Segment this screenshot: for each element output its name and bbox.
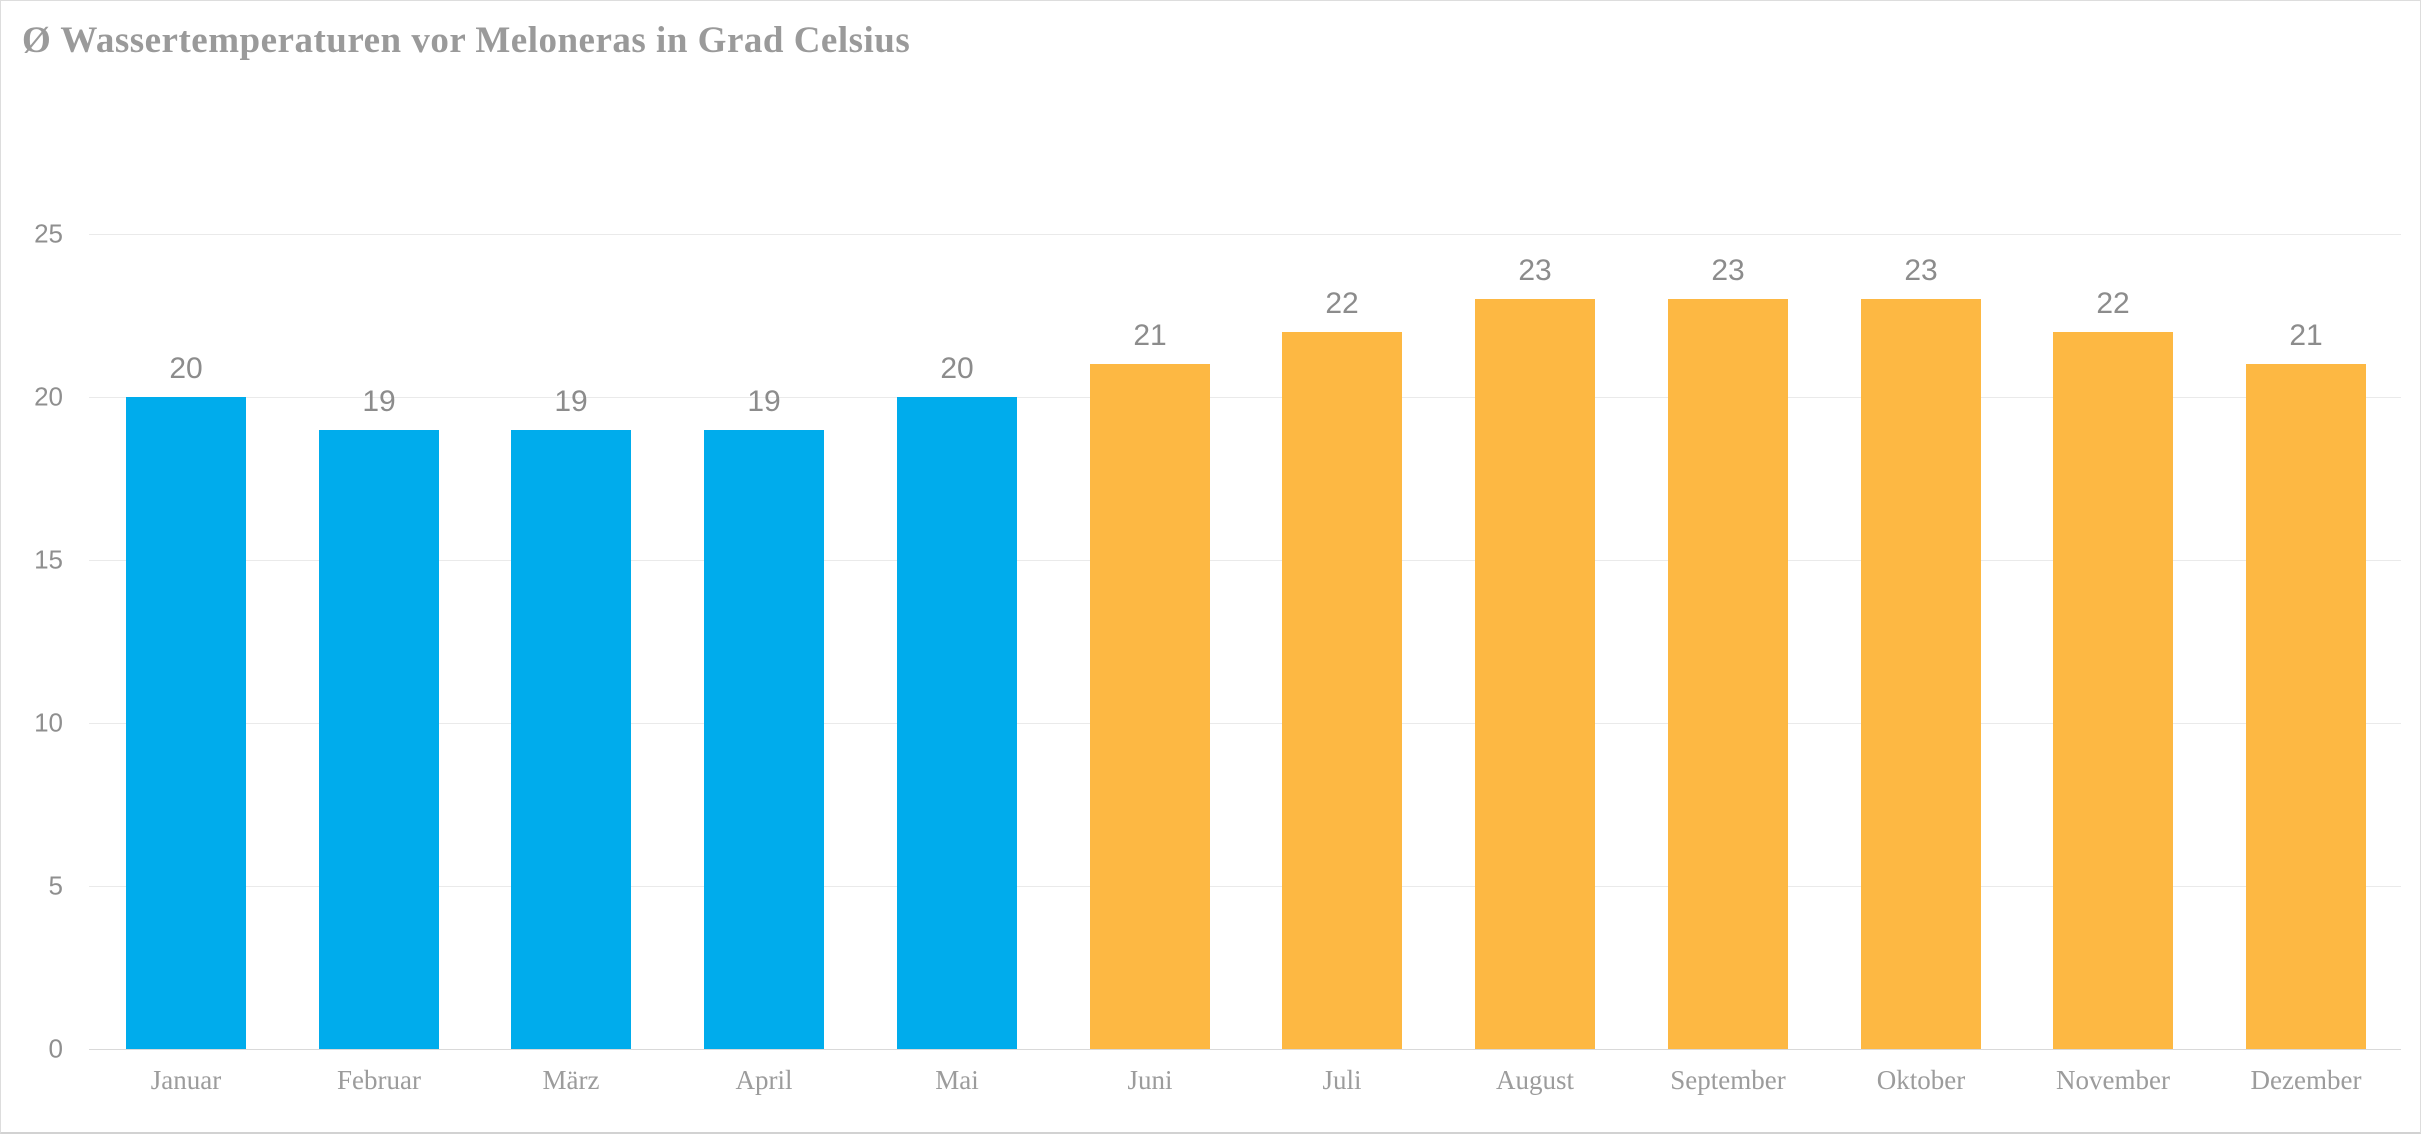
- bar-juni[interactable]: [1090, 364, 1210, 1049]
- gridline-5: [89, 886, 2401, 887]
- x-axis-label-oktober: Oktober: [1876, 1065, 1966, 1095]
- bar-value-label-oktober: 23: [1904, 254, 1938, 287]
- x-axis-label-mai: Mai: [935, 1065, 979, 1095]
- bar-value-label-juni: 21: [1133, 319, 1167, 352]
- x-axis-label-april: April: [735, 1065, 793, 1095]
- x-axis-label-dezember: Dezember: [2250, 1065, 2362, 1095]
- gridline-10: [89, 723, 2401, 724]
- bar-oktober[interactable]: [1861, 299, 1981, 1049]
- gridline-0: [89, 1049, 2401, 1050]
- y-axis-tick-label-15: 15: [34, 544, 63, 575]
- x-axis-label-februar: Februar: [337, 1065, 421, 1095]
- bar-august[interactable]: [1475, 299, 1595, 1049]
- bar-value-label-februar: 19: [362, 385, 396, 418]
- gridline-15: [89, 560, 2401, 561]
- bar-value-label-marz: 19: [554, 385, 588, 418]
- x-axis-label-august: August: [1495, 1065, 1574, 1095]
- y-axis-tick-label-5: 5: [48, 870, 63, 901]
- bar-marz[interactable]: [511, 430, 631, 1049]
- x-axis-label-november: November: [2056, 1065, 2170, 1095]
- bar-value-label-september: 23: [1711, 254, 1745, 287]
- x-axis-label-marz: März: [542, 1065, 600, 1095]
- bar-value-label-juli: 22: [1325, 287, 1359, 320]
- bar-value-label-november: 22: [2096, 287, 2130, 320]
- bar-value-label-mai: 20: [940, 352, 974, 385]
- x-axis-label-september: September: [1670, 1065, 1786, 1095]
- y-axis-tick-label-0: 0: [48, 1033, 63, 1064]
- chart-title: Ø Wassertemperaturen vor Meloneras in Gr…: [22, 20, 911, 61]
- bar-januar[interactable]: [126, 397, 246, 1049]
- bar-september[interactable]: [1668, 299, 1788, 1049]
- bar-value-label-dezember: 21: [2289, 319, 2323, 352]
- bar-april[interactable]: [704, 430, 824, 1049]
- bar-value-label-august: 23: [1518, 254, 1552, 287]
- x-axis-label-juli: Juli: [1322, 1065, 1362, 1095]
- bar-value-label-april: 19: [747, 385, 781, 418]
- bar-november[interactable]: [2053, 332, 2173, 1049]
- y-axis-tick-label-20: 20: [34, 381, 63, 412]
- bar-mai[interactable]: [897, 397, 1017, 1049]
- bar-juli[interactable]: [1282, 332, 1402, 1049]
- bar-value-label-januar: 20: [169, 352, 203, 385]
- y-axis-tick-label-25: 25: [34, 218, 63, 249]
- y-axis-tick-label-10: 10: [34, 707, 63, 738]
- x-axis-label-januar: Januar: [150, 1065, 222, 1095]
- x-axis-label-juni: Juni: [1127, 1065, 1173, 1095]
- bar-februar[interactable]: [319, 430, 439, 1049]
- gridline-25: [89, 234, 2401, 235]
- bar-dezember[interactable]: [2246, 364, 2366, 1049]
- gridline-20: [89, 397, 2401, 398]
